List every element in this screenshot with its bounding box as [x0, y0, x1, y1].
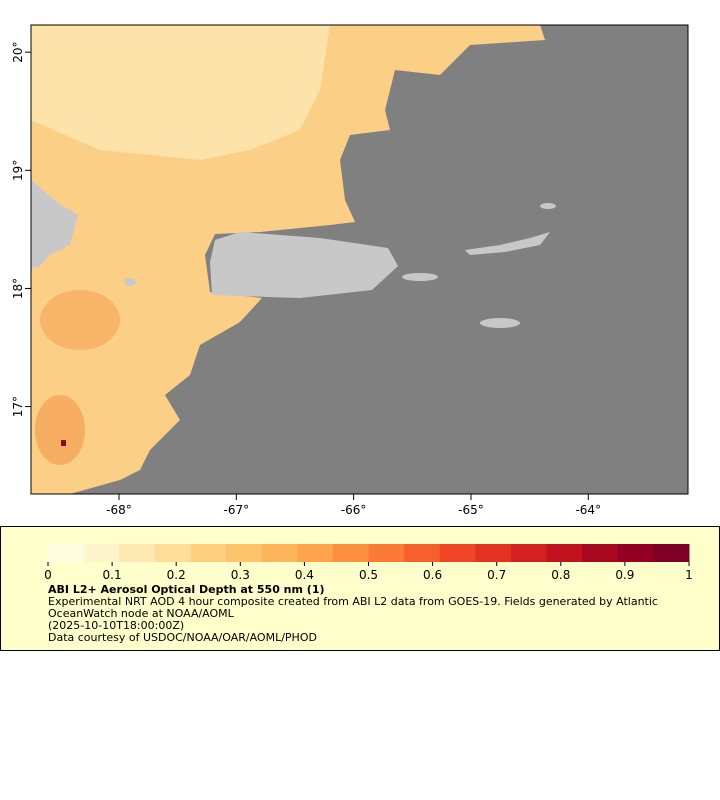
colorbar-swatch	[546, 544, 583, 562]
x-tick-label: -65°	[458, 503, 484, 517]
aod-field	[31, 25, 330, 160]
colorbar-swatch	[154, 544, 191, 562]
colorbar-swatch	[226, 544, 263, 562]
legend-text: ABI L2+ Aerosol Optical Depth at 550 nm …	[48, 584, 688, 644]
colorbar-swatch	[439, 544, 476, 562]
colorbar-tick-label: 0.6	[423, 568, 442, 582]
y-tick-label: 17°	[11, 396, 25, 417]
colorbar-swatch	[475, 544, 512, 562]
colorbar-tick-label: 0.5	[359, 568, 378, 582]
colorbar-tick-label: 1	[685, 568, 693, 582]
colorbar-swatch	[332, 544, 369, 562]
land	[540, 203, 556, 209]
legend: 0 0.1 0.2 0.3 0.4 0.5 0.6 0.7 0.8 0.9 1 ABI L2+ Ae…	[0, 526, 720, 651]
colorbar-tick-label: 0	[44, 568, 52, 582]
aod-patch	[40, 290, 120, 350]
land	[402, 273, 438, 281]
map: -68° -67° -66° -65° -64° 17° 18° 19° 20°	[11, 24, 689, 517]
description: Experimental NRT AOD 4 hour composite cr…	[48, 595, 658, 620]
land	[210, 232, 398, 298]
colorbar-swatch	[368, 544, 405, 562]
colorbar-swatch	[582, 544, 619, 562]
colorbar-swatch	[83, 544, 120, 562]
x-tick-label: -68°	[106, 503, 132, 517]
land	[480, 318, 520, 328]
credit: Data courtesy of USDOC/NOAA/OAR/AOML/PHO…	[48, 631, 317, 644]
colorbar-tick-label: 0.8	[551, 568, 570, 582]
land	[31, 180, 78, 268]
colorbar-swatch	[653, 544, 690, 562]
colorbar-swatch	[510, 544, 548, 562]
legend-title: ABI L2+ Aerosol Optical Depth at 550 nm …	[48, 583, 325, 596]
colorbar-swatch	[404, 544, 441, 562]
y-tick-label: 20°	[11, 42, 25, 63]
x-tick-label: -64°	[575, 503, 601, 517]
map-frame	[30, 24, 689, 495]
colorbar: 0 0.1 0.2 0.3 0.4 0.5 0.6 0.7 0.8 0.9 1	[44, 544, 693, 582]
colorbar-swatch	[617, 544, 654, 562]
colorbar-swatch	[190, 544, 227, 562]
colorbar-swatch	[48, 544, 85, 562]
colorbar-swatch	[261, 544, 298, 562]
colorbar-tick-label: 0.7	[487, 568, 506, 582]
colorbar-swatch	[119, 544, 156, 562]
colorbar-tick-label: 0.3	[231, 568, 250, 582]
colorbar-tick-label: 0.4	[295, 568, 314, 582]
colorbar-tick-label: 0.1	[103, 568, 122, 582]
aod-patch	[35, 395, 85, 465]
y-tick-label: 19°	[11, 160, 25, 181]
land	[124, 278, 136, 286]
colorbar-tick-label: 0.2	[167, 568, 186, 582]
aod-patch	[61, 440, 66, 446]
colorbar-tick-label: 0.9	[615, 568, 634, 582]
x-tick-label: -67°	[224, 503, 250, 517]
time: (2025-10-10T18:00:00Z)	[48, 619, 185, 632]
x-tick-label: -66°	[341, 503, 367, 517]
y-tick-label: 18°	[11, 278, 25, 299]
land	[465, 232, 550, 255]
colorbar-swatch	[297, 544, 334, 562]
